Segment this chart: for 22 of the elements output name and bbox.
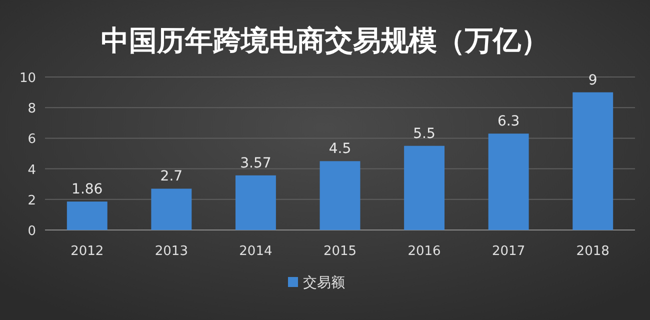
y-tick-label: 0 <box>28 224 36 239</box>
data-label: 3.57 <box>240 155 272 172</box>
data-label: 1.86 <box>72 182 103 198</box>
y-tick-label: 2 <box>28 193 36 208</box>
data-label: 2.7 <box>160 168 183 185</box>
y-tick-label: 10 <box>19 71 36 86</box>
data-label: 5.5 <box>413 126 436 142</box>
chart-title: 中国历年跨境电商交易规模（万亿） <box>101 24 549 57</box>
data-label: 6.3 <box>497 114 520 130</box>
x-tick-label: 2018 <box>576 244 610 259</box>
data-label: 9 <box>588 72 598 88</box>
x-tick-label: 2013 <box>154 244 188 259</box>
data-label: 4.5 <box>328 141 352 158</box>
y-tick-label: 4 <box>28 162 36 178</box>
y-tick-label: 6 <box>28 132 36 148</box>
x-tick-label: 2016 <box>408 244 441 259</box>
x-tick-label: 2014 <box>239 244 272 259</box>
x-tick-label: 2012 <box>70 244 104 259</box>
legend-label: 交易额 <box>303 275 345 291</box>
y-tick-label: 8 <box>28 102 36 117</box>
x-tick-label: 2017 <box>492 244 526 259</box>
x-tick-label: 2015 <box>323 244 357 259</box>
